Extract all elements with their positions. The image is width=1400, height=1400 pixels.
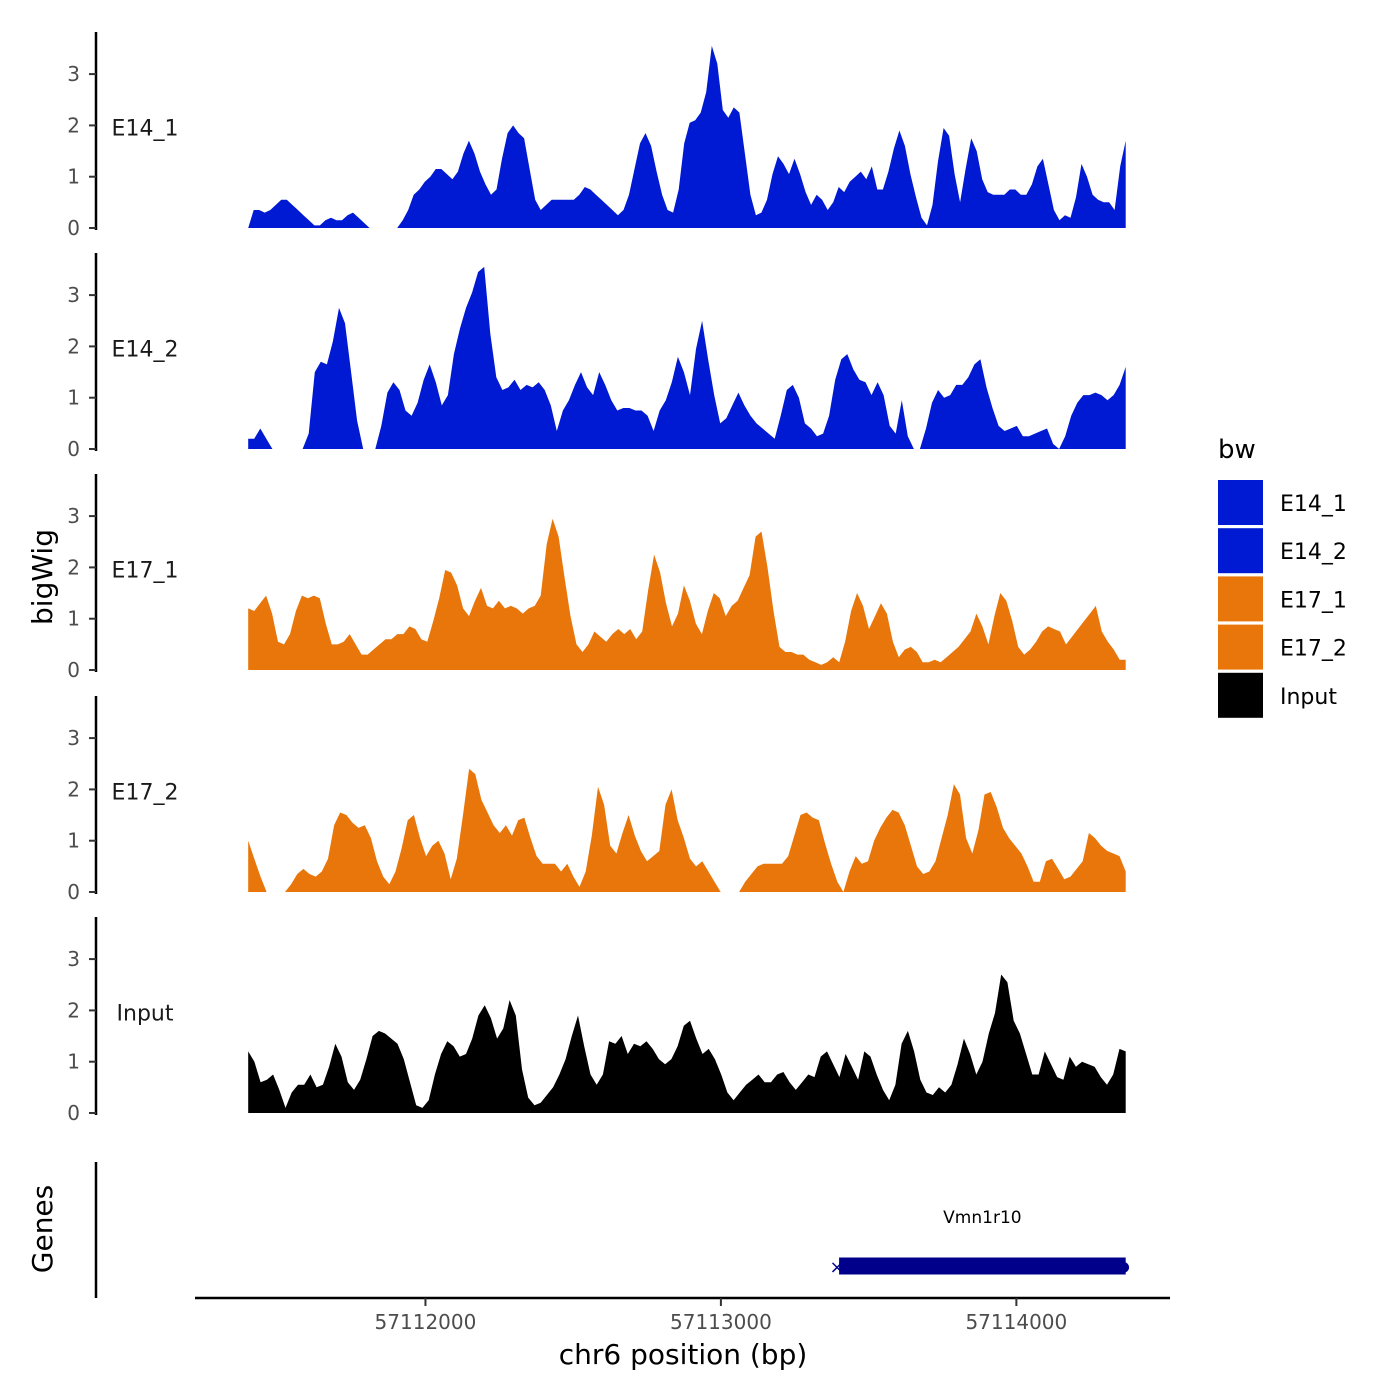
track-e17-1: 0 1 2 3 E17_1 bbox=[67, 474, 1126, 682]
track-label: E14_1 bbox=[112, 117, 179, 142]
genes-panel: Vmn1r10 × ● bbox=[94, 1162, 1130, 1298]
gene-end-marker: ● bbox=[1118, 1259, 1130, 1275]
y-tick-label: 3 bbox=[67, 62, 80, 86]
track-label: Input bbox=[117, 1002, 174, 1027]
track-input: 0 1 2 3 Input bbox=[67, 917, 1126, 1125]
coverage-area-e17-2 bbox=[248, 768, 1126, 892]
y-tick-label: 1 bbox=[67, 607, 80, 631]
x-tick-label: 57114000 bbox=[965, 1310, 1067, 1334]
y-tick-label: 2 bbox=[67, 555, 80, 579]
track-label: E17_2 bbox=[112, 781, 179, 806]
track-label: E14_2 bbox=[112, 338, 179, 363]
coverage-area-e14-2 bbox=[248, 266, 1126, 449]
y-tick-label: 1 bbox=[67, 829, 80, 853]
y-tick-label: 1 bbox=[67, 386, 80, 410]
y-tick-label: 2 bbox=[67, 777, 80, 801]
track-e14-1: 0 1 2 3 E14_1 bbox=[67, 32, 1126, 240]
y-tick-label: 3 bbox=[67, 726, 80, 750]
legend-label: Input bbox=[1280, 685, 1337, 710]
legend-swatch-e17-1 bbox=[1218, 576, 1263, 622]
x-tick-label: 57113000 bbox=[670, 1310, 772, 1334]
legend-label: E17_1 bbox=[1280, 588, 1347, 613]
track-label: E17_1 bbox=[112, 559, 179, 584]
y-tick-label: 1 bbox=[67, 165, 80, 189]
legend-label: E14_1 bbox=[1280, 492, 1347, 517]
legend-swatch-input bbox=[1218, 672, 1263, 718]
y-tick-label: 3 bbox=[67, 504, 80, 528]
gene-label-vmn1r10: Vmn1r10 bbox=[943, 1208, 1021, 1228]
x-tick-label: 57112000 bbox=[375, 1310, 477, 1334]
genes-panel-title: Genes bbox=[26, 1185, 59, 1273]
coverage-area-e14-1 bbox=[248, 45, 1126, 229]
y-tick-label: 3 bbox=[67, 947, 80, 971]
coverage-area-e17-1 bbox=[248, 518, 1126, 670]
y-tick-label: 2 bbox=[67, 113, 80, 137]
x-axis-title: chr6 position (bp) bbox=[559, 1338, 808, 1371]
coverage-tracks: 0 1 2 3 E14_1 0 1 2 3 E14_2 0 1 2 3 E17_1 0 1 2 3 E17_2 0 1 2 3… bbox=[67, 32, 1126, 1125]
legend-swatch-e17-2 bbox=[1218, 624, 1263, 670]
y-tick-label: 1 bbox=[67, 1050, 80, 1074]
legend-swatch-e14-1 bbox=[1218, 480, 1263, 525]
legend: bw E14_1 E14_2 E17_1 E17_2 Input bbox=[1218, 435, 1347, 718]
y-axis-title: bigWig bbox=[26, 529, 59, 625]
legend-title: bw bbox=[1218, 435, 1256, 465]
legend-label: E14_2 bbox=[1280, 540, 1347, 565]
y-tick-label: 0 bbox=[67, 658, 80, 682]
y-tick-label: 0 bbox=[67, 216, 80, 240]
y-tick-label: 0 bbox=[67, 437, 80, 461]
y-tick-label: 3 bbox=[67, 283, 80, 307]
track-e17-2: 0 1 2 3 E17_2 bbox=[67, 696, 1126, 904]
y-tick-label: 2 bbox=[67, 998, 80, 1022]
legend-label: E17_2 bbox=[1280, 637, 1347, 662]
y-tick-label: 2 bbox=[67, 334, 80, 358]
x-axis: 57112000 57113000 57114000 bbox=[195, 1296, 1170, 1334]
y-tick-label: 0 bbox=[67, 1101, 80, 1125]
y-tick-label: 0 bbox=[67, 880, 80, 904]
coverage-area-input bbox=[248, 974, 1126, 1113]
legend-swatch-e14-2 bbox=[1218, 528, 1263, 574]
track-e14-2: 0 1 2 3 E14_2 bbox=[67, 253, 1126, 461]
gene-start-marker: × bbox=[830, 1257, 845, 1278]
